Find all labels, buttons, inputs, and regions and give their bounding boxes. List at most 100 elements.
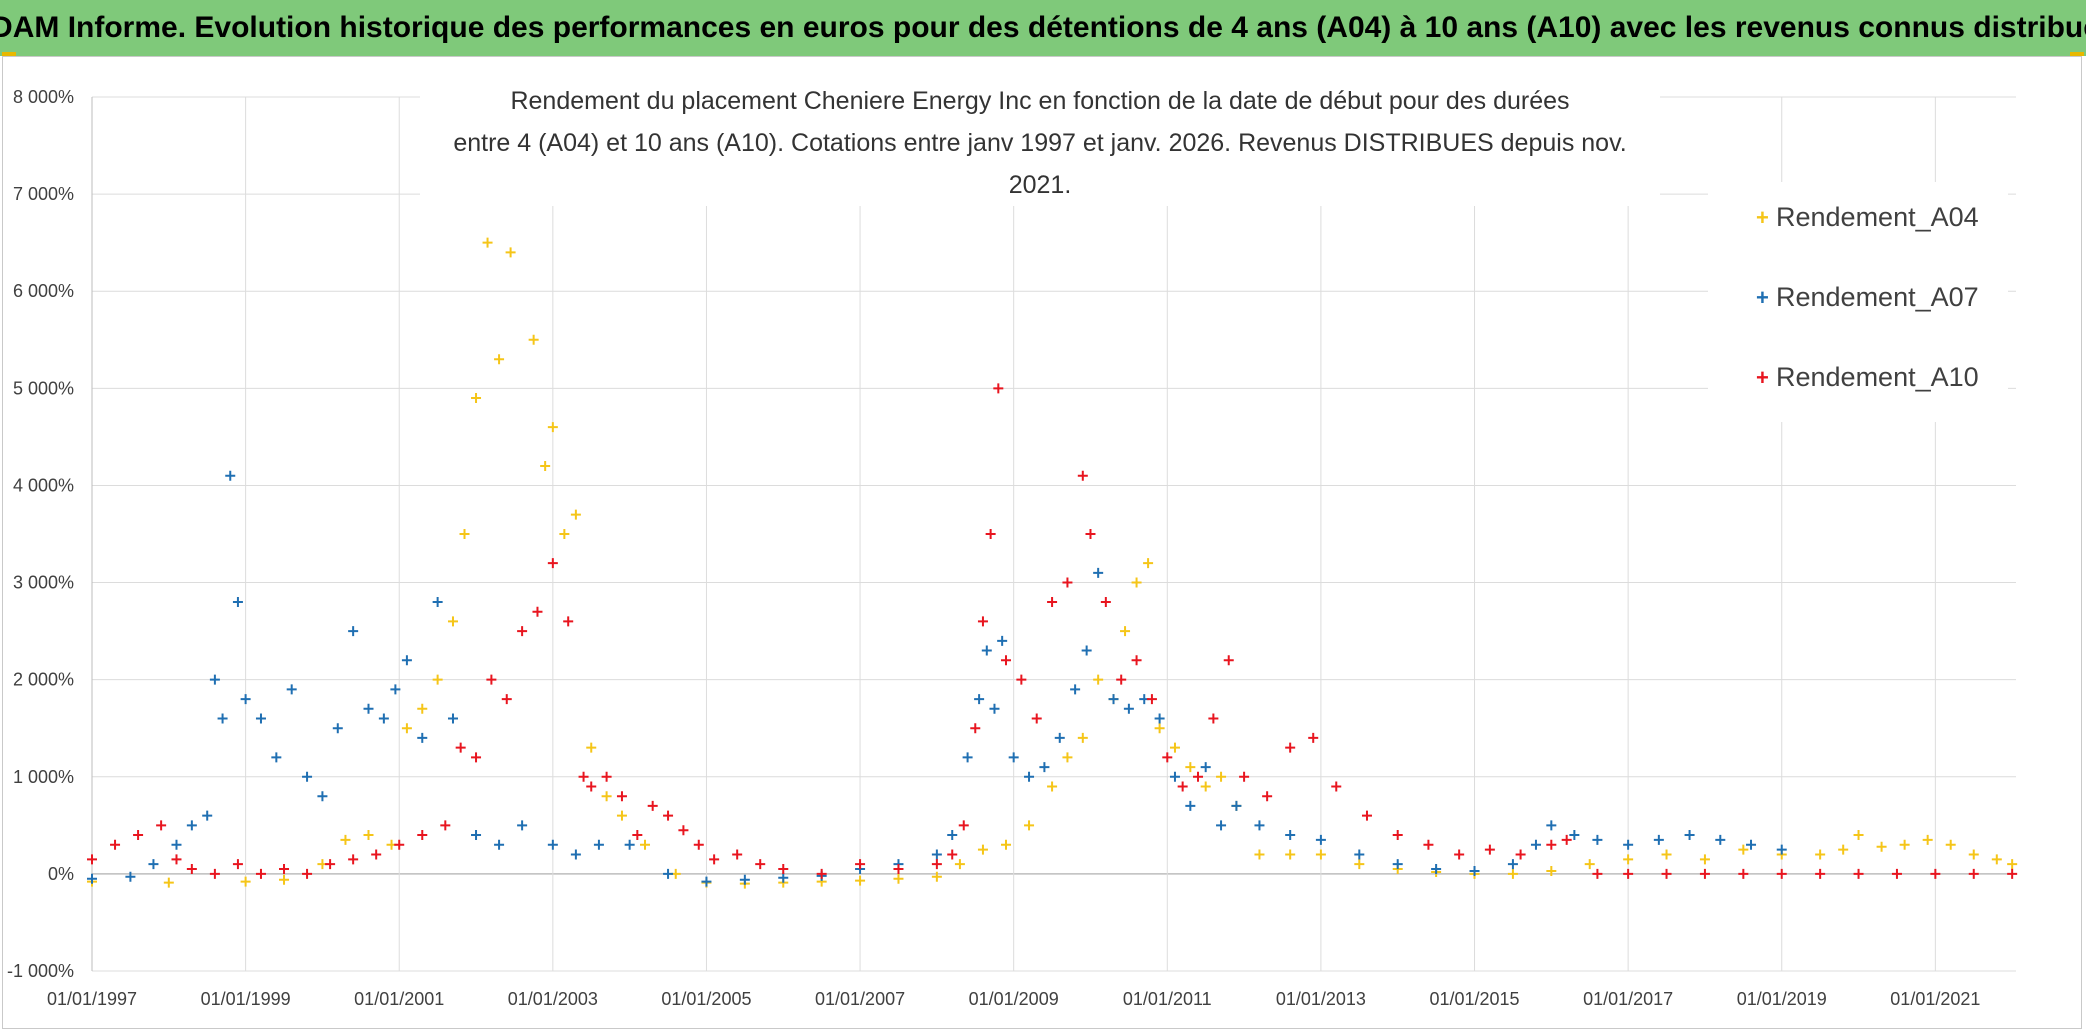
data-point — [663, 810, 674, 821]
data-point — [1431, 864, 1442, 875]
data-point — [1024, 771, 1035, 782]
data-point — [125, 871, 136, 882]
data-point — [1746, 839, 1757, 850]
data-point — [1077, 732, 1088, 743]
data-point — [486, 674, 497, 685]
data-point — [1592, 868, 1603, 879]
data-point — [417, 732, 428, 743]
data-point — [317, 791, 328, 802]
legend: + Rendement_A04 + Rendement_A07 + Rendem… — [1708, 182, 2008, 422]
data-point — [1223, 655, 1234, 666]
data-point — [171, 854, 182, 865]
data-point — [1154, 713, 1165, 724]
data-point — [255, 868, 266, 879]
data-point — [440, 820, 451, 831]
data-point — [517, 626, 528, 637]
data-point — [1699, 868, 1710, 879]
data-point — [1945, 839, 1956, 850]
data-point — [1001, 839, 1011, 850]
data-point — [586, 742, 597, 753]
data-point — [755, 859, 766, 870]
x-tick-label: 01/01/2013 — [1276, 989, 1366, 1009]
x-tick-label: 01/01/2019 — [1737, 989, 1827, 1009]
data-point — [1968, 849, 1979, 860]
data-point — [417, 830, 428, 841]
data-point — [271, 752, 282, 763]
data-point — [559, 529, 570, 539]
data-point — [1162, 752, 1173, 763]
data-point — [1254, 849, 1265, 860]
data-point — [482, 237, 493, 248]
data-point — [1776, 844, 1787, 855]
data-point — [1077, 470, 1088, 481]
data-point — [1738, 868, 1749, 879]
data-point — [1208, 713, 1219, 724]
series-rendement_a07 — [87, 470, 1787, 887]
data-point — [593, 839, 604, 850]
data-point — [202, 810, 213, 821]
x-tick-label: 01/01/1997 — [47, 989, 137, 1009]
data-point — [371, 849, 382, 860]
data-point — [240, 876, 251, 887]
x-tick-label: 01/01/2009 — [969, 989, 1059, 1009]
data-point — [647, 800, 658, 811]
data-point — [1546, 820, 1557, 831]
data-point — [148, 859, 159, 870]
data-point — [209, 868, 220, 879]
data-point — [931, 871, 942, 882]
data-point — [977, 844, 988, 855]
data-point — [1738, 844, 1749, 855]
data-point — [624, 839, 635, 850]
data-point — [1120, 626, 1131, 637]
data-point — [1093, 674, 1104, 685]
data-point — [1216, 820, 1227, 831]
data-point — [390, 684, 401, 695]
data-point — [1100, 596, 1111, 607]
data-point — [302, 868, 313, 879]
data-point — [401, 655, 412, 666]
data-point — [1047, 781, 1058, 792]
data-point — [133, 830, 144, 841]
data-point — [547, 422, 558, 433]
y-tick-label: 4 000% — [13, 475, 74, 495]
legend-label-a10: Rendement_A10 — [1776, 362, 1979, 392]
data-point — [447, 616, 458, 627]
data-point — [1239, 771, 1250, 782]
data-point — [1968, 868, 1979, 879]
data-point — [1108, 694, 1119, 705]
legend-label-a04: Rendement_A04 — [1776, 202, 1979, 232]
data-point — [163, 877, 174, 888]
data-point — [989, 703, 1000, 714]
data-point — [532, 606, 543, 617]
data-point — [432, 674, 443, 685]
data-point — [1815, 868, 1826, 879]
data-point — [709, 854, 720, 865]
data-point — [855, 859, 866, 870]
data-point — [1592, 834, 1603, 845]
data-point — [1715, 834, 1726, 845]
data-point — [1991, 854, 2002, 865]
data-point — [1193, 771, 1204, 782]
chart-frame — [2, 56, 2082, 1029]
data-point — [1154, 723, 1165, 734]
data-point — [255, 713, 266, 724]
y-tick-label: 0% — [48, 864, 74, 884]
series-rendement_a04 — [87, 189, 2018, 889]
data-point — [1308, 732, 1319, 743]
data-point — [302, 771, 313, 782]
data-point — [1331, 781, 1342, 792]
data-point — [1185, 800, 1196, 811]
data-point — [1315, 834, 1326, 845]
data-point — [1185, 762, 1196, 773]
data-point — [1123, 703, 1134, 714]
data-point — [87, 854, 97, 865]
data-point — [1262, 791, 1273, 802]
data-point — [1062, 752, 1073, 763]
data-point — [1922, 834, 1933, 845]
data-point — [778, 864, 789, 875]
data-point — [1661, 868, 1672, 879]
data-point — [1838, 844, 1849, 855]
data-point — [616, 791, 627, 802]
data-point — [1081, 645, 1092, 656]
